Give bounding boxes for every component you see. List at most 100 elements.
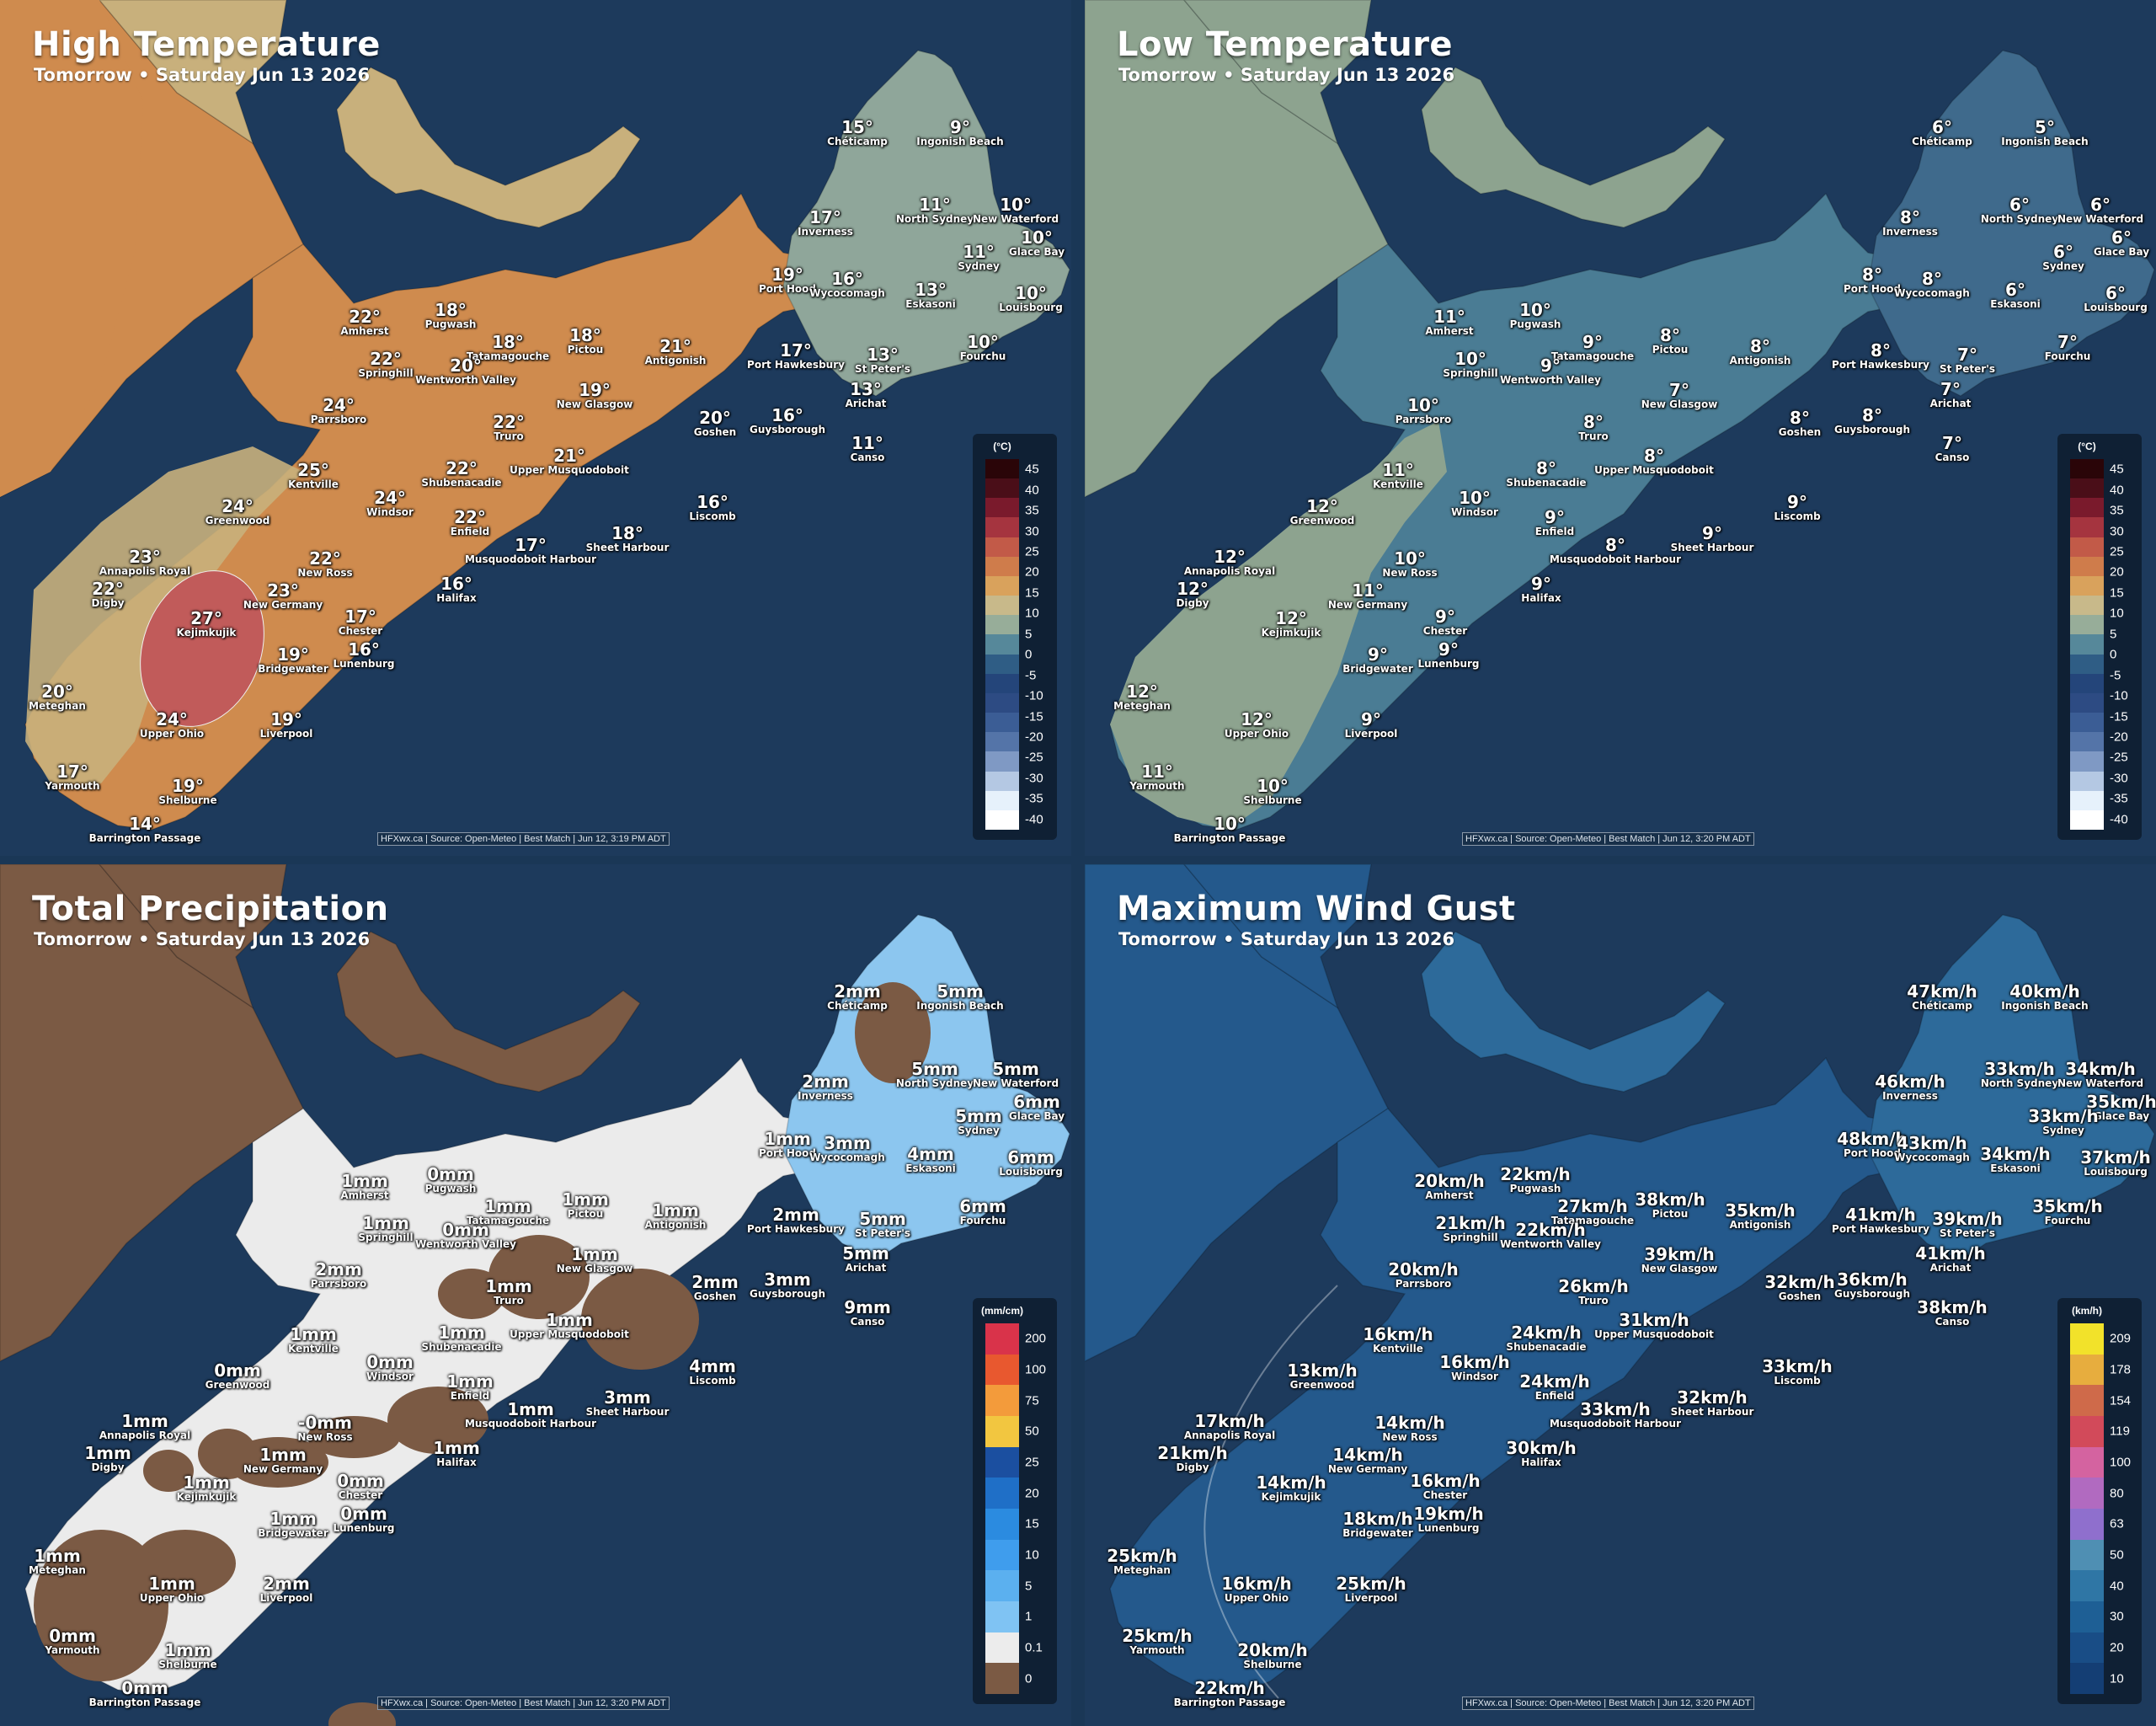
- station-value: 9°: [950, 117, 970, 137]
- station-label: 1mm Musquodoboit Harbour: [465, 1401, 596, 1429]
- station-value: 0mm: [340, 1504, 387, 1524]
- station-label: 7° St Peter's: [1940, 346, 1995, 374]
- station-label: 16° Guysborough: [750, 407, 825, 435]
- station-value: 22km/h: [1194, 1678, 1265, 1698]
- station-label: 1mm Upper Ohio: [140, 1575, 204, 1603]
- station-label: 1mm New Glasgow: [557, 1246, 633, 1274]
- station-value: 0mm: [337, 1471, 384, 1491]
- station-name: Barrington Passage: [1173, 832, 1286, 844]
- station-label: 16° Halifax: [436, 575, 476, 603]
- station-value: 2mm: [315, 1259, 362, 1280]
- station-label: 33km/h Musquodoboit Harbour: [1550, 1401, 1681, 1429]
- legend-swatch: [985, 596, 1019, 616]
- source-credit: HFXwx.ca | Source: Open-Meteo | Best Mat…: [377, 1697, 670, 1710]
- station-label: 6mm Fourchu: [959, 1198, 1006, 1226]
- station-name: Amherst: [340, 1189, 389, 1201]
- station-name: New Glasgow: [556, 398, 633, 410]
- station-name: Liverpool: [1344, 1592, 1398, 1604]
- station-name: Canso: [850, 452, 885, 463]
- station-name: New Glasgow: [556, 1263, 633, 1274]
- station-value: 9°: [1540, 355, 1561, 376]
- station-label: 47km/h Chéticamp: [1907, 983, 1977, 1011]
- legend-swatch: [2070, 1663, 2104, 1694]
- legend-tick: 119: [2110, 1424, 2130, 1439]
- warm-west: [0, 0, 143, 497]
- station-value: 3mm: [604, 1387, 651, 1408]
- station-label: 6° Louisbourg: [2084, 285, 2148, 313]
- legend-swatch: [2070, 556, 2104, 576]
- station-name: Halifax: [1521, 1456, 1561, 1468]
- station-value: 12°: [1241, 709, 1273, 729]
- legend-tick: 20: [1025, 564, 1039, 580]
- legend-tick: -30: [1025, 771, 1043, 786]
- station-name: Wycocomagh: [1894, 287, 1970, 299]
- land-nb2: [1183, 864, 1372, 1009]
- station-value: 19°: [771, 265, 803, 285]
- station-label: 9° Lunenburg: [1417, 641, 1479, 669]
- legend-swatch: [2070, 1632, 2104, 1664]
- station-name: Wycocomagh: [1894, 1152, 1970, 1163]
- station-label: 8° Shubenacadie: [1506, 460, 1586, 488]
- station-name: Inverness: [1882, 226, 1938, 238]
- station-name: Upper Ohio: [139, 728, 205, 740]
- station-label: 20° Meteghan: [29, 683, 86, 711]
- station-name: Musquodoboit Harbour: [1549, 1418, 1682, 1429]
- station-name: Meteghan: [29, 1564, 86, 1576]
- station-name: Port Hawkesbury: [747, 359, 845, 371]
- legend-swatch: [2070, 498, 2104, 518]
- legend-tick: 200: [1025, 1331, 1047, 1346]
- station-name: Pictou: [567, 1208, 604, 1220]
- station-label: 9° Liscomb: [1774, 494, 1820, 521]
- station-value: 31km/h: [1619, 1310, 1689, 1330]
- station-label: 43km/h Wycocomagh: [1894, 1135, 1970, 1162]
- station-name: Liscomb: [1774, 1375, 1821, 1387]
- legend-tick: 1: [1025, 1609, 1033, 1624]
- station-value: 17°: [780, 340, 812, 361]
- station-label: 1mm Bridgewater: [258, 1510, 328, 1538]
- station-name: Yarmouth: [1129, 780, 1185, 792]
- station-label: 8° Port Hood: [1844, 266, 1901, 294]
- station-label: 17° Inverness: [798, 209, 853, 237]
- station-name: Upper Musquodoboit: [510, 464, 629, 476]
- legend-tick: -35: [1025, 791, 1043, 806]
- station-label: 17° Musquodoboit Harbour: [465, 537, 596, 564]
- station-label: 1mm Upper Musquodoboit: [510, 1312, 629, 1339]
- station-label: 0mm Wentworth Valley: [415, 1221, 516, 1249]
- map-title: Maximum Wind Gust: [1117, 890, 1516, 928]
- station-value: 1mm: [183, 1472, 230, 1493]
- station-label: 8° Upper Musquodoboit: [1594, 447, 1714, 475]
- station-label: 23° New Germany: [243, 582, 323, 610]
- station-label: 10° Louisbourg: [999, 285, 1063, 313]
- station-value: 1mm: [362, 1213, 409, 1233]
- station-label: 11° Kentville: [1373, 462, 1423, 489]
- station-value: 16km/h: [1439, 1352, 1510, 1372]
- station-label: 10° Springhill: [1443, 350, 1497, 378]
- station-label: 31km/h Upper Musquodoboit: [1594, 1312, 1714, 1339]
- station-name: Liverpool: [259, 728, 313, 740]
- station-value: 23°: [267, 580, 299, 601]
- legend-swatch: [2070, 575, 2104, 596]
- station-name: Bridgewater: [1342, 663, 1413, 675]
- station-name: Upper Ohio: [1224, 1592, 1289, 1604]
- station-value: 1mm: [84, 1443, 131, 1463]
- station-label: 21km/h Digby: [1157, 1445, 1228, 1472]
- station-label: 6° Glace Bay: [2094, 229, 2149, 257]
- legend-tick: 63: [2110, 1516, 2124, 1531]
- legend-unit: (km/h): [2072, 1305, 2102, 1317]
- station-name: Parrsboro: [1395, 414, 1452, 425]
- station-label: 11° New Germany: [1328, 582, 1407, 610]
- station-label: 38km/h Canso: [1917, 1299, 1988, 1327]
- station-value: 6°: [2005, 280, 2025, 300]
- legend-swatch: [985, 1632, 1019, 1664]
- map-title: Total Precipitation: [32, 890, 389, 928]
- station-name: Louisbourg: [2084, 302, 2148, 313]
- station-name: Pugwash: [1509, 1183, 1561, 1194]
- legend-tick: 100: [1025, 1362, 1047, 1377]
- legend-swatch: [985, 459, 1019, 479]
- station-name: Glace Bay: [2093, 1110, 2150, 1122]
- station-name: Pugwash: [424, 318, 477, 330]
- station-value: 22°: [349, 307, 381, 327]
- station-value: 21km/h: [1435, 1213, 1506, 1233]
- station-name: Windsor: [1451, 1371, 1498, 1382]
- legend-tick: 80: [2110, 1486, 2124, 1501]
